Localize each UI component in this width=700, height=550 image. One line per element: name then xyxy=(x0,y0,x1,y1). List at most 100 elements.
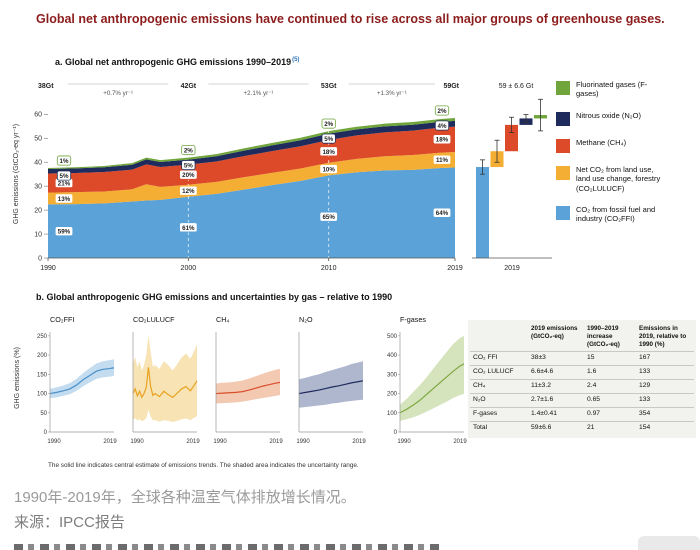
truncated-text-row xyxy=(14,544,444,550)
svg-text:38Gt: 38Gt xyxy=(38,83,54,90)
svg-text:2010: 2010 xyxy=(321,265,337,272)
table-cell: 0.65 xyxy=(584,392,636,407)
table-cell: 133 xyxy=(636,392,694,407)
svg-text:+0.7% yr⁻¹: +0.7% yr⁻¹ xyxy=(103,90,133,97)
table-cell: 167 xyxy=(636,350,694,365)
svg-text:5%: 5% xyxy=(324,136,333,143)
legend-item-ch4: Methane (CH₄) xyxy=(556,138,696,153)
svg-text:10: 10 xyxy=(34,231,42,238)
table-row-label: Total xyxy=(470,420,528,435)
figure-footnote: The solid line indicates central estimat… xyxy=(48,462,359,469)
svg-text:CO₂FFI: CO₂FFI xyxy=(50,315,74,324)
svg-text:N₂O: N₂O xyxy=(299,315,313,324)
svg-text:2000: 2000 xyxy=(181,265,197,272)
svg-text:59Gt: 59Gt xyxy=(443,83,459,90)
svg-text:10%: 10% xyxy=(322,166,335,173)
svg-text:42Gt: 42Gt xyxy=(181,83,197,90)
svg-text:60: 60 xyxy=(34,112,42,119)
svg-text:0: 0 xyxy=(44,430,48,436)
svg-text:+1.3% yr⁻¹: +1.3% yr⁻¹ xyxy=(377,90,407,97)
legend-swatch-f-gases xyxy=(556,81,570,95)
svg-text:100: 100 xyxy=(387,411,398,417)
legend-swatch-co2ffi xyxy=(556,205,570,220)
svg-text:20%: 20% xyxy=(182,172,195,179)
legend-swatch-ch4 xyxy=(556,138,570,153)
panel-a-y-axis-label: GHG emissions (GtCO₂-eq yr⁻¹) xyxy=(13,123,20,225)
table-cell: 1.4±0.41 xyxy=(528,406,584,421)
svg-text:1%: 1% xyxy=(60,158,69,165)
table-row-label: CH₄ xyxy=(470,378,528,393)
figure-title: Global net anthropogenic emissions have … xyxy=(36,12,665,26)
table-row-label: CO₂ FFI xyxy=(470,350,528,365)
legend-swatch-n2o xyxy=(556,111,570,126)
svg-text:150: 150 xyxy=(37,372,48,378)
svg-text:2%: 2% xyxy=(184,147,193,154)
svg-text:1990: 1990 xyxy=(296,439,310,445)
svg-text:50: 50 xyxy=(34,136,42,143)
svg-text:250: 250 xyxy=(37,334,48,340)
svg-text:1990: 1990 xyxy=(47,439,61,445)
panel-a-footnote-ref: (5) xyxy=(292,57,300,63)
table-row-label: N₂O xyxy=(470,392,528,407)
legend-item-f-gases: Fluorinated gases (F-gases) xyxy=(556,80,696,99)
svg-text:0: 0 xyxy=(38,255,42,262)
table-corner xyxy=(470,323,528,351)
table-cell: 2.7±1.6 xyxy=(528,392,584,407)
panel-b-title: b. Global anthropogenic GHG emissions an… xyxy=(36,292,393,302)
legend-label: Fluorinated gases (F-gases) xyxy=(576,80,648,99)
table-cell: 2.4 xyxy=(584,378,636,393)
legend-item-n2o: Nitrous oxide (N₂O) xyxy=(556,111,696,126)
caption-text: 1990年-2019年，全球各种温室气体排放增长情况。 xyxy=(14,489,356,506)
svg-text:500: 500 xyxy=(387,334,398,340)
legend: Fluorinated gases (F-gases) Nitrous oxide… xyxy=(556,80,696,224)
svg-text:100: 100 xyxy=(37,392,48,398)
table-cell: 38±3 xyxy=(528,350,584,365)
svg-text:200: 200 xyxy=(387,392,398,398)
table-cell: 133 xyxy=(636,364,694,379)
svg-text:+2.1% yr⁻¹: +2.1% yr⁻¹ xyxy=(244,90,274,97)
legend-label: Nitrous oxide (N₂O) xyxy=(576,110,642,120)
svg-text:2019: 2019 xyxy=(352,439,366,445)
panel-a-title: a. Global net anthropogenic GHG emission… xyxy=(55,57,299,67)
svg-text:5%: 5% xyxy=(60,173,69,180)
stacked-area-chart: 0 10 20 30 40 50 60 1990 2000 2010 2019 38Gt 42Gt 53G… xyxy=(34,83,552,272)
svg-text:20: 20 xyxy=(34,207,42,214)
svg-text:12%: 12% xyxy=(182,188,195,195)
svg-text:2019: 2019 xyxy=(504,265,520,272)
svg-text:F-gases: F-gases xyxy=(400,315,426,324)
svg-text:2%: 2% xyxy=(438,108,447,115)
svg-text:40: 40 xyxy=(34,160,42,167)
legend-label: Methane (CH₄) xyxy=(576,137,627,147)
table-row-label: F-gases xyxy=(470,406,528,421)
table-header: 1990–2019 increase (GtCO₂-eq) xyxy=(587,325,620,348)
svg-text:2019: 2019 xyxy=(447,265,463,272)
table-cell: 59±6.6 xyxy=(528,420,584,435)
legend-item-co2ffi: CO₂ from fossil fuel and industry (CO₂FF… xyxy=(556,205,696,224)
table-cell: 354 xyxy=(636,406,694,421)
table-cell: 21 xyxy=(584,420,636,435)
svg-text:1990: 1990 xyxy=(130,439,144,445)
table-row-label: CO₂ LULUCF xyxy=(470,364,528,379)
svg-text:50: 50 xyxy=(40,411,47,417)
table-cell: 129 xyxy=(636,378,694,393)
table-cell: 154 xyxy=(636,420,694,435)
source-text: 来源：IPCC报告 xyxy=(14,514,125,531)
svg-text:13%: 13% xyxy=(58,196,71,203)
svg-text:300: 300 xyxy=(387,372,398,378)
svg-text:CH₄: CH₄ xyxy=(216,315,229,324)
svg-text:18%: 18% xyxy=(322,149,335,156)
table-header: Emissions in 2019, relative to 1990 (%) xyxy=(639,325,687,348)
legend-item-co2lulucf: Net CO₂ from land use, land use change, … xyxy=(556,165,696,193)
bottom-right-widget[interactable] xyxy=(638,536,700,550)
svg-text:21%: 21% xyxy=(58,180,71,187)
svg-text:59 ± 6.6 Gt: 59 ± 6.6 Gt xyxy=(499,83,534,90)
svg-text:0: 0 xyxy=(394,430,398,436)
table-cell: 0.97 xyxy=(584,406,636,421)
svg-text:65%: 65% xyxy=(322,214,335,221)
svg-text:5%: 5% xyxy=(184,162,193,169)
svg-text:1990: 1990 xyxy=(213,439,227,445)
svg-text:2019: 2019 xyxy=(453,439,467,445)
svg-text:2019: 2019 xyxy=(103,439,117,445)
svg-text:2019: 2019 xyxy=(269,439,283,445)
